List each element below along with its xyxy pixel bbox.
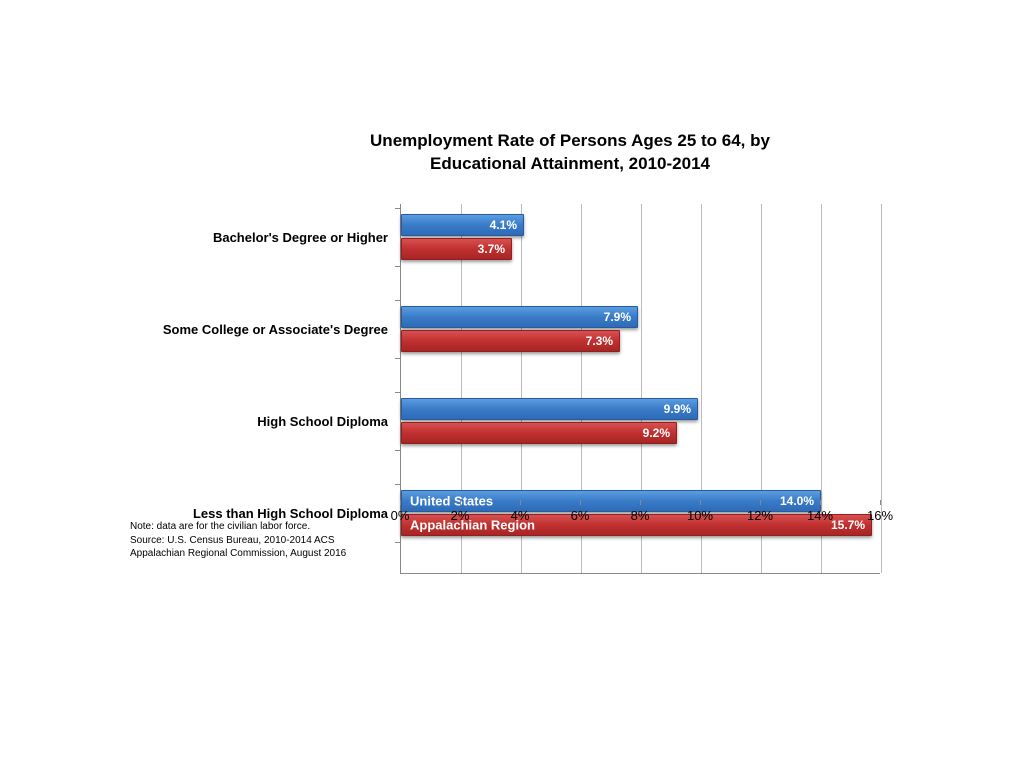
footnote-line-3: Appalachian Regional Commission, August …: [130, 548, 346, 559]
y-axis-labels: Bachelor's Degree or Higher Some College …: [130, 204, 400, 574]
y-tick-mark: [395, 484, 401, 485]
category-label: Some College or Associate's Degree: [128, 322, 388, 337]
footnote-line-2: Source: U.S. Census Bureau, 2010-2014 AC…: [130, 535, 335, 546]
bar-value-label: 14.0%: [780, 494, 814, 508]
y-tick-mark: [395, 266, 401, 267]
x-tick-mark: [520, 500, 521, 505]
chart-title: Unemployment Rate of Persons Ages 25 to …: [130, 130, 910, 176]
y-tick-mark: [395, 300, 401, 301]
x-tick-label: 6%: [571, 508, 590, 523]
legend-label-us: United States: [410, 493, 493, 508]
title-line-2: Educational Attainment, 2010-2014: [430, 154, 710, 173]
x-tick-mark: [760, 500, 761, 505]
x-tick-mark: [640, 500, 641, 505]
bar-united-states: 9.9%: [401, 398, 698, 420]
bar-united-states: 7.9%: [401, 306, 638, 328]
title-line-1: Unemployment Rate of Persons Ages 25 to …: [370, 131, 770, 150]
y-tick-mark: [395, 392, 401, 393]
bar-value-label: 7.9%: [604, 310, 631, 324]
x-tick-label: 0%: [391, 508, 410, 523]
category-label: Less than High School Diploma: [128, 506, 388, 521]
x-tick-mark: [460, 500, 461, 505]
x-tick-label: 14%: [807, 508, 833, 523]
x-tick-mark: [700, 500, 701, 505]
y-tick-mark: [395, 208, 401, 209]
x-tick-label: 2%: [451, 508, 470, 523]
bar-appalachian: 7.3%: [401, 330, 620, 352]
bar-value-label: 9.2%: [643, 426, 670, 440]
x-tick-label: 4%: [511, 508, 530, 523]
x-tick-mark: [400, 500, 401, 505]
y-tick-mark: [395, 358, 401, 359]
x-tick-label: 16%: [867, 508, 893, 523]
bar-value-label: 15.7%: [831, 518, 865, 532]
chart-container: Unemployment Rate of Persons Ages 25 to …: [130, 130, 910, 574]
x-tick-mark: [820, 500, 821, 505]
bar-united-states: 4.1%: [401, 214, 524, 236]
y-tick-mark: [395, 450, 401, 451]
footnote-line-1: Note: data are for the civilian labor fo…: [130, 521, 310, 532]
bar-value-label: 7.3%: [586, 334, 613, 348]
x-tick-mark: [880, 500, 881, 505]
x-tick-label: 12%: [747, 508, 773, 523]
bar-appalachian: 3.7%: [401, 238, 512, 260]
category-label: Bachelor's Degree or Higher: [128, 230, 388, 245]
x-tick-mark: [580, 500, 581, 505]
bar-value-label: 4.1%: [490, 218, 517, 232]
bar-appalachian: 9.2%: [401, 422, 677, 444]
bar-value-label: 9.9%: [664, 402, 691, 416]
bar-value-label: 3.7%: [478, 242, 505, 256]
y-tick-mark: [395, 542, 401, 543]
x-tick-label: 8%: [631, 508, 650, 523]
category-label: High School Diploma: [128, 414, 388, 429]
footnote: Note: data are for the civilian labor fo…: [130, 520, 390, 561]
x-tick-label: 10%: [687, 508, 713, 523]
